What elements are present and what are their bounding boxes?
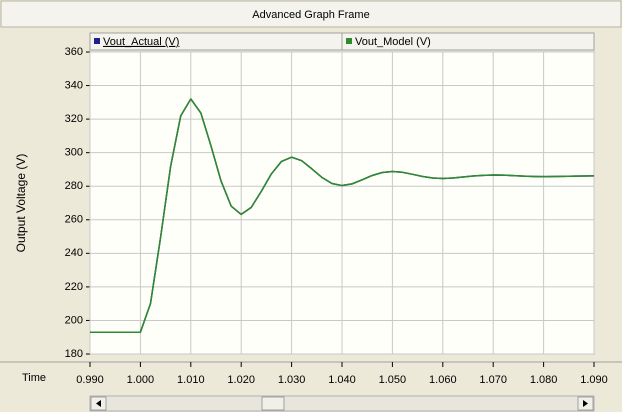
chart-title: Advanced Graph Frame (252, 9, 369, 21)
x-tick-label: 1.050 (379, 374, 407, 386)
legend-label: Vout_Actual (V) (103, 36, 179, 48)
legend-swatch (94, 38, 100, 44)
x-tick-label: 1.000 (127, 374, 155, 386)
scroll-right-arrow (583, 400, 588, 407)
legend-label: Vout_Model (V) (355, 36, 431, 48)
legend-swatch (346, 38, 352, 44)
y-axis-label: Output Voltage (V) (14, 154, 28, 253)
y-tick-label: 180 (65, 348, 83, 360)
x-tick-label: 1.010 (177, 374, 205, 386)
scroll-left-arrow (96, 400, 101, 407)
x-tick-label: 1.060 (429, 374, 457, 386)
x-tick-label: 0.990 (76, 374, 104, 386)
title-bar (0, 0, 622, 28)
y-tick-label: 220 (65, 281, 83, 293)
x-axis-label: Time (22, 372, 46, 384)
y-tick-label: 320 (65, 113, 83, 125)
x-tick-label: 1.030 (278, 374, 306, 386)
x-tick-label: 1.090 (580, 374, 608, 386)
y-tick-label: 280 (65, 180, 83, 192)
y-tick-label: 260 (65, 214, 83, 226)
scroll-thumb[interactable] (261, 396, 285, 411)
series-line (90, 98, 595, 333)
y-tick-label: 340 (65, 79, 83, 91)
y-tick-label: 240 (65, 247, 83, 259)
x-tick-label: 1.070 (479, 374, 507, 386)
scrollbar[interactable] (89, 395, 595, 412)
x-tick-label: 1.040 (328, 374, 356, 386)
legend-box (341, 32, 595, 51)
x-tick-label: 1.080 (530, 374, 558, 386)
y-tick-label: 200 (65, 314, 83, 326)
y-tick-label: 300 (65, 147, 83, 159)
y-tick-label: 360 (65, 46, 83, 58)
x-tick-label: 1.020 (227, 374, 255, 386)
